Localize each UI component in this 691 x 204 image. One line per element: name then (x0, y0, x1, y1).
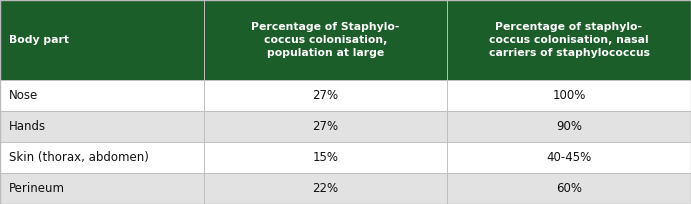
Text: 27%: 27% (312, 89, 339, 102)
Text: 90%: 90% (556, 120, 582, 133)
Bar (447, 142, 691, 173)
Bar (447, 0, 691, 80)
Text: Percentage of staphylo-
coccus colonisation, nasal
carriers of staphylococcus: Percentage of staphylo- coccus colonisat… (489, 22, 650, 58)
Text: 22%: 22% (312, 182, 339, 195)
Text: 60%: 60% (556, 182, 582, 195)
Bar (204, 142, 447, 173)
Text: Nose: Nose (9, 89, 38, 102)
Bar (0, 173, 204, 204)
Bar (0, 0, 204, 80)
Bar (204, 173, 447, 204)
Text: 27%: 27% (312, 120, 339, 133)
Bar (447, 111, 691, 142)
Bar (204, 111, 447, 142)
Text: Body part: Body part (9, 35, 69, 45)
Bar (447, 173, 691, 204)
Text: 15%: 15% (312, 151, 339, 164)
Text: 40-45%: 40-45% (547, 151, 591, 164)
Bar (447, 80, 691, 111)
Text: 100%: 100% (552, 89, 586, 102)
Text: Skin (thorax, abdomen): Skin (thorax, abdomen) (9, 151, 149, 164)
Bar (0, 142, 204, 173)
Bar (204, 0, 447, 80)
Text: Percentage of Staphylo-
coccus colonisation,
population at large: Percentage of Staphylo- coccus colonisat… (252, 22, 399, 58)
Text: Perineum: Perineum (9, 182, 65, 195)
Bar (204, 80, 447, 111)
Bar (0, 111, 204, 142)
Text: Hands: Hands (9, 120, 46, 133)
Bar (0, 80, 204, 111)
